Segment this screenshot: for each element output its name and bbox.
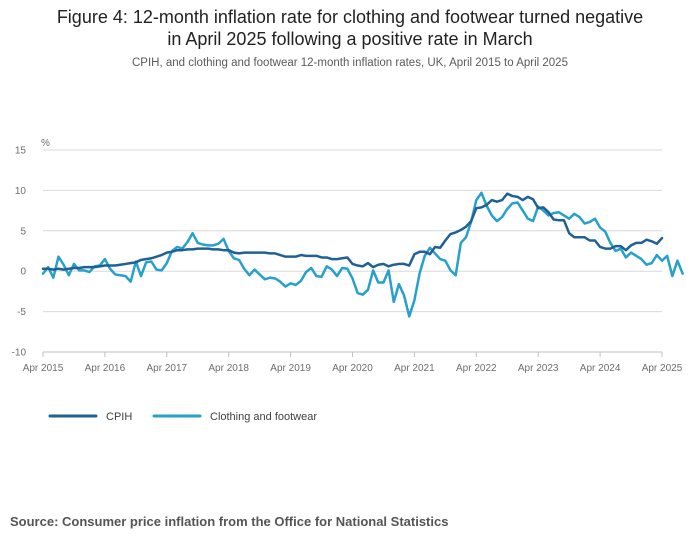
source-note: Source: Consumer price inflation from th… [10, 514, 449, 529]
x-tick-label: Apr 2024 [580, 363, 621, 374]
y-tick-label: -5 [17, 307, 26, 318]
x-tick-label: Apr 2015 [23, 363, 64, 374]
y-axis-unit: % [41, 138, 50, 149]
series-line-cpih [41, 192, 664, 271]
y-tick-label: -10 [12, 348, 27, 359]
series-lines [41, 191, 684, 318]
x-tick-label: Apr 2025 [642, 363, 683, 374]
x-tick-label: Apr 2017 [147, 363, 188, 374]
x-tick-label: Apr 2020 [332, 363, 373, 374]
chart-subtitle: CPIH, and clothing and footwear 12-month… [132, 57, 568, 69]
y-tick-label: 15 [15, 146, 27, 157]
legend-label-clothing: Clothing and footwear [210, 411, 317, 423]
legend: CPIH Clothing and footwear [48, 411, 317, 423]
x-tick-label: Apr 2022 [456, 363, 497, 374]
x-tick-label: Apr 2018 [208, 363, 249, 374]
gridlines [43, 149, 662, 353]
series-line-clothing [41, 191, 684, 318]
axes: -10 -5 0 5 10 15% Apr 2015 Apr 2016 Apr 2017 Apr … [12, 138, 683, 374]
y-tick-label: 10 [15, 186, 27, 197]
y-tick-label: 5 [20, 226, 26, 237]
chart-title: Figure 4: 12-month inflation rate for cl… [56, 7, 644, 49]
x-tick-label: Apr 2023 [518, 363, 559, 374]
x-tick-label: Apr 2016 [85, 363, 126, 374]
x-tick-label: Apr 2019 [270, 363, 311, 374]
y-tick-label: 0 [20, 267, 26, 278]
x-tick-label: Apr 2021 [394, 363, 435, 374]
legend-label-cpih: CPIH [106, 411, 132, 423]
